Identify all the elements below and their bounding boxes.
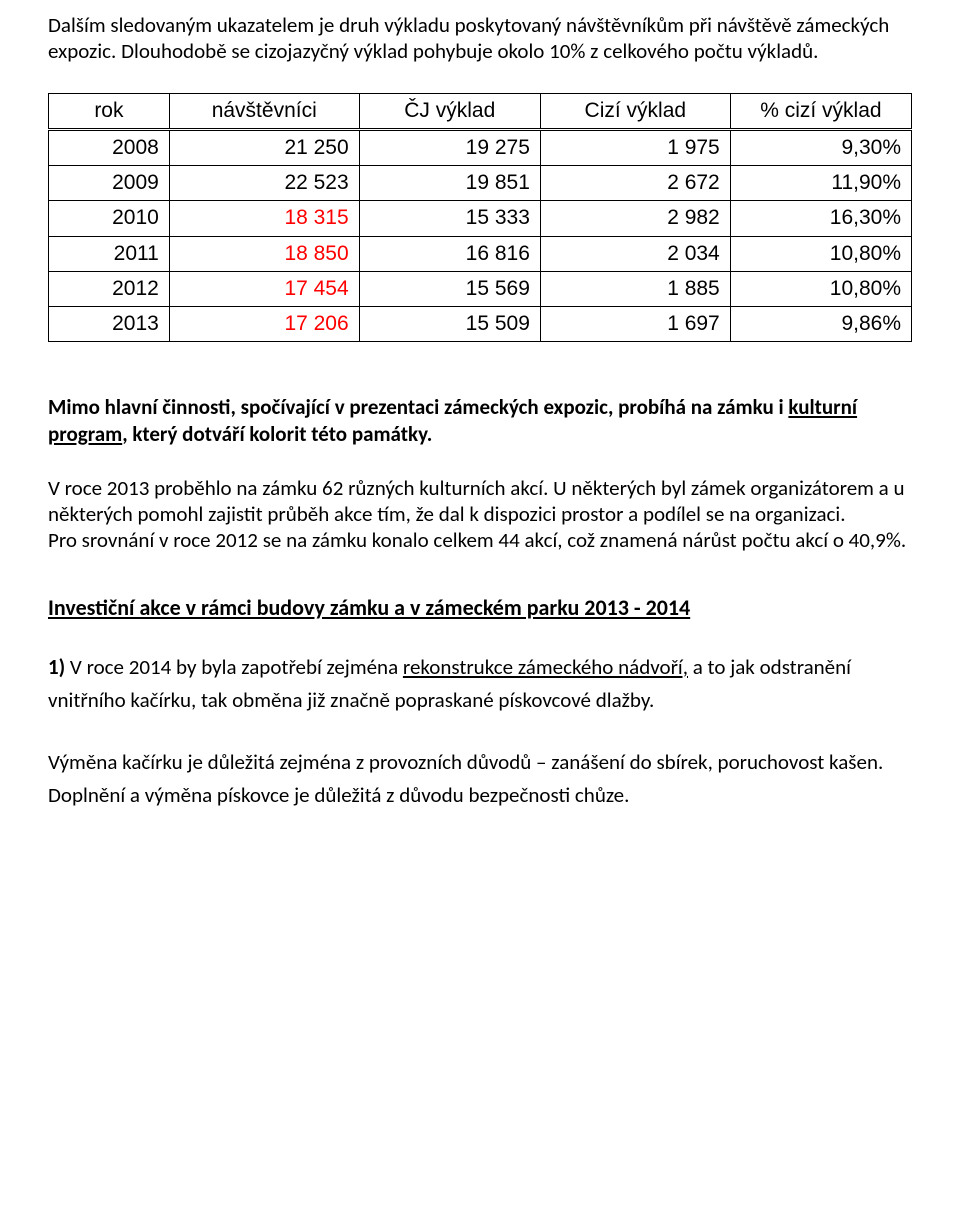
cell-cj: 16 816 <box>359 236 540 271</box>
cell-visitors: 17 454 <box>169 271 359 306</box>
cell-cj: 15 569 <box>359 271 540 306</box>
text: V roce 2014 by byla zapotřebí zejména <box>65 654 403 680</box>
cell-pct: 9,86% <box>730 307 911 342</box>
cell-cj: 15 333 <box>359 201 540 236</box>
cell-cj: 19 851 <box>359 166 540 201</box>
cell-pct: 10,80% <box>730 236 911 271</box>
cell-visitors: 18 850 <box>169 236 359 271</box>
table-body: 2008 21 250 19 275 1 975 9,30% 2009 22 5… <box>49 129 912 342</box>
cell-cizi: 2 672 <box>540 166 730 201</box>
cell-year: 2011 <box>49 236 170 271</box>
program-paragraph: Mimo hlavní činnosti, spočívající v prez… <box>48 394 912 447</box>
cell-year: 2010 <box>49 201 170 236</box>
intro-paragraph: Dalším sledovaným ukazatelem je druh výk… <box>48 12 912 65</box>
cell-year: 2012 <box>49 271 170 306</box>
cell-cizi: 2 982 <box>540 201 730 236</box>
cell-visitors: 22 523 <box>169 166 359 201</box>
cell-year: 2013 <box>49 307 170 342</box>
table-row: 2008 21 250 19 275 1 975 9,30% <box>49 129 912 165</box>
cell-cizi: 2 034 <box>540 236 730 271</box>
cell-pct: 9,30% <box>730 129 911 165</box>
table-header-row: rok návštěvníci ČJ výklad Cizí výklad % … <box>49 93 912 129</box>
cell-cizi: 1 697 <box>540 307 730 342</box>
cell-year: 2009 <box>49 166 170 201</box>
cell-pct: 11,90% <box>730 166 911 201</box>
item-1-paragraph: 1) V roce 2014 by byla zapotřebí zejména… <box>48 651 912 716</box>
reconstruction-text: rekonstrukce zámeckého nádvoří, <box>403 654 688 680</box>
th-pct: % cizí výklad <box>730 93 911 129</box>
table-row: 2013 17 206 15 509 1 697 9,86% <box>49 307 912 342</box>
cell-visitors: 17 206 <box>169 307 359 342</box>
table-row: 2010 18 315 15 333 2 982 16,30% <box>49 201 912 236</box>
text: , který dotváří kolorit této památky. <box>122 421 432 447</box>
cell-cizi: 1 975 <box>540 129 730 165</box>
cell-cizi: 1 885 <box>540 271 730 306</box>
table-row: 2012 17 454 15 569 1 885 10,80% <box>49 271 912 306</box>
section-heading: Investiční akce v rámci budovy zámku a v… <box>48 594 912 622</box>
cell-visitors: 18 315 <box>169 201 359 236</box>
cell-pct: 16,30% <box>730 201 911 236</box>
table-row: 2011 18 850 16 816 2 034 10,80% <box>49 236 912 271</box>
events-2013-paragraph: V roce 2013 proběhlo na zámku 62 různých… <box>48 475 912 528</box>
cell-visitors: 21 250 <box>169 129 359 165</box>
list-marker: 1) <box>48 654 65 680</box>
th-year: rok <box>49 93 170 129</box>
visitors-table: rok návštěvníci ČJ výklad Cizí výklad % … <box>48 93 912 343</box>
th-cizi: Cizí výklad <box>540 93 730 129</box>
cell-cj: 15 509 <box>359 307 540 342</box>
cell-cj: 19 275 <box>359 129 540 165</box>
cell-pct: 10,80% <box>730 271 911 306</box>
events-compare-paragraph: Pro srovnání v roce 2012 se na zámku kon… <box>48 527 912 553</box>
th-cj: ČJ výklad <box>359 93 540 129</box>
table-row: 2009 22 523 19 851 2 672 11,90% <box>49 166 912 201</box>
cell-year: 2008 <box>49 129 170 165</box>
kacirku-paragraph: Výměna kačírku je důležitá zejména z pro… <box>48 746 912 811</box>
text: Mimo hlavní činnosti, spočívající v prez… <box>48 394 788 420</box>
th-visitors: návštěvníci <box>169 93 359 129</box>
